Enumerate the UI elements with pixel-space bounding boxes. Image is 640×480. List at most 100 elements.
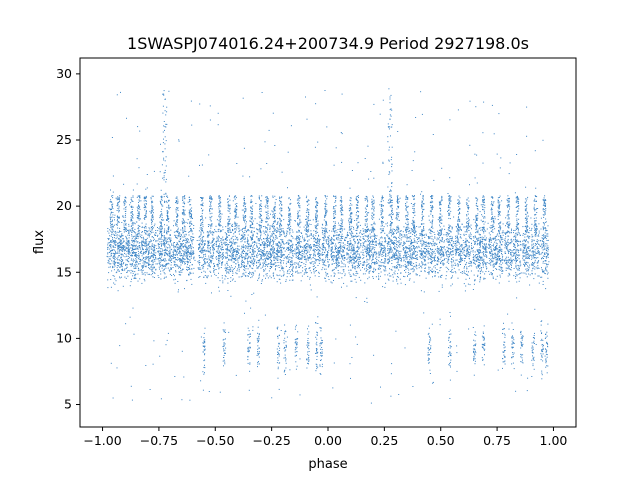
data-point	[135, 253, 137, 255]
data-point	[323, 260, 325, 262]
data-point	[228, 234, 230, 236]
data-point	[161, 195, 163, 197]
data-point	[282, 239, 284, 241]
data-point	[269, 257, 271, 259]
data-point	[175, 270, 177, 272]
data-point	[281, 171, 283, 173]
data-point	[319, 250, 321, 252]
data-point	[308, 209, 310, 211]
data-point	[218, 235, 219, 237]
data-point	[259, 209, 261, 210]
data-point	[289, 213, 291, 215]
data-point	[117, 248, 118, 250]
data-point	[176, 217, 178, 218]
data-point	[319, 239, 321, 241]
data-point	[316, 204, 318, 206]
data-point	[258, 248, 260, 249]
data-point	[152, 216, 154, 218]
data-point	[265, 211, 267, 213]
data-point	[198, 268, 200, 270]
data-point	[124, 252, 125, 254]
data-point	[228, 216, 230, 218]
data-point	[200, 220, 201, 222]
data-point	[138, 211, 140, 213]
data-point	[150, 197, 152, 199]
data-point	[294, 250, 296, 252]
data-point	[139, 230, 141, 232]
data-point	[152, 267, 154, 268]
data-point	[143, 241, 145, 243]
data-point	[117, 216, 119, 218]
data-point	[286, 248, 288, 250]
data-point	[148, 261, 150, 263]
data-point	[313, 240, 315, 242]
data-point	[264, 258, 266, 260]
data-point	[179, 232, 181, 234]
data-point	[209, 210, 211, 212]
data-point	[161, 199, 163, 201]
data-point	[267, 252, 269, 254]
data-point	[292, 271, 294, 273]
data-point	[130, 219, 132, 221]
data-point	[268, 256, 270, 257]
data-point	[129, 252, 131, 254]
data-point	[265, 221, 267, 223]
data-point	[259, 204, 261, 206]
data-point	[226, 268, 228, 270]
data-point	[144, 259, 146, 261]
data-point	[200, 228, 202, 230]
data-point	[271, 267, 272, 268]
data-point	[265, 264, 267, 266]
data-point	[189, 399, 191, 401]
data-point	[390, 115, 392, 117]
data-point	[204, 271, 206, 273]
data-point	[314, 225, 316, 227]
data-point	[285, 265, 287, 267]
data-point	[121, 238, 123, 240]
data-point	[219, 202, 221, 204]
data-point	[330, 253, 332, 255]
data-point	[184, 214, 186, 216]
data-point	[292, 254, 294, 256]
data-point	[160, 214, 162, 216]
data-point	[272, 248, 274, 250]
data-point	[152, 276, 154, 278]
data-point	[273, 209, 275, 211]
data-point	[242, 228, 244, 229]
data-point	[112, 265, 114, 267]
data-point	[218, 240, 220, 242]
data-point	[301, 249, 303, 251]
data-point	[206, 261, 208, 263]
data-point	[301, 261, 303, 263]
data-point	[219, 280, 221, 282]
data-point	[251, 248, 253, 250]
data-point	[201, 216, 203, 218]
data-point	[151, 256, 153, 257]
data-point	[145, 232, 147, 234]
data-point	[179, 248, 181, 249]
data-point	[123, 229, 125, 231]
data-point	[274, 209, 276, 211]
data-point	[307, 216, 309, 218]
data-point	[295, 343, 297, 345]
data-point	[169, 235, 171, 236]
data-point	[182, 196, 184, 198]
data-point	[112, 256, 114, 258]
data-point	[177, 265, 178, 267]
data-point	[153, 170, 155, 172]
data-point	[110, 279, 112, 280]
data-point	[157, 227, 158, 228]
data-point	[325, 221, 327, 223]
data-point	[292, 255, 294, 257]
data-point	[185, 252, 187, 254]
data-point	[300, 251, 302, 253]
data-point	[124, 215, 126, 216]
data-point	[112, 175, 114, 177]
data-point	[422, 262, 424, 264]
data-point	[291, 245, 293, 247]
data-point	[181, 271, 183, 273]
data-point	[159, 258, 161, 259]
data-point	[220, 247, 222, 249]
data-point	[148, 263, 150, 265]
data-point	[120, 256, 122, 258]
